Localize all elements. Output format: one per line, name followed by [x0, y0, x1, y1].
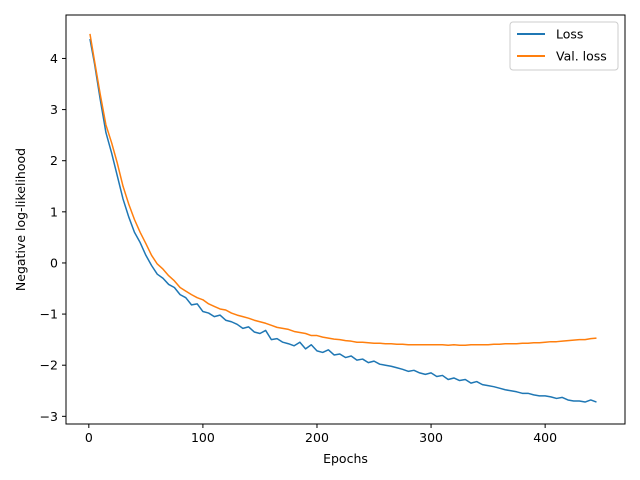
x-tick-label: 0 [85, 430, 93, 445]
y-tick-label: 3 [50, 102, 58, 117]
y-tick-label: 1 [50, 204, 58, 219]
y-axis-title: Negative log-likelihood [13, 148, 28, 291]
legend-label-loss: Loss [556, 27, 583, 42]
legend: Loss Val. loss [509, 21, 619, 71]
y-tick-label: −3 [40, 409, 58, 424]
x-tick-label: 100 [191, 430, 215, 445]
x-axis-title: Epochs [323, 451, 368, 466]
series-line-loss [89, 38, 597, 403]
y-tick-label: 2 [50, 153, 58, 168]
legend-label-val-loss: Val. loss [556, 49, 607, 64]
series-line-val-loss [89, 33, 597, 347]
plot-area-frame [65, 14, 626, 425]
y-tick-label: −2 [40, 358, 58, 373]
x-tick-label: 200 [305, 430, 329, 445]
plot-lines [89, 33, 597, 403]
y-tick-label: 0 [50, 255, 58, 270]
y-tick-label: 4 [50, 51, 58, 66]
y-tick-label: −1 [40, 307, 58, 322]
x-tick-label: 400 [533, 430, 557, 445]
x-tick-label: 300 [419, 430, 443, 445]
x-axis-ticks: 0 100 200 300 400 [85, 424, 557, 445]
y-axis-ticks: 4 3 2 1 0 −1 −2 −3 [40, 51, 66, 424]
